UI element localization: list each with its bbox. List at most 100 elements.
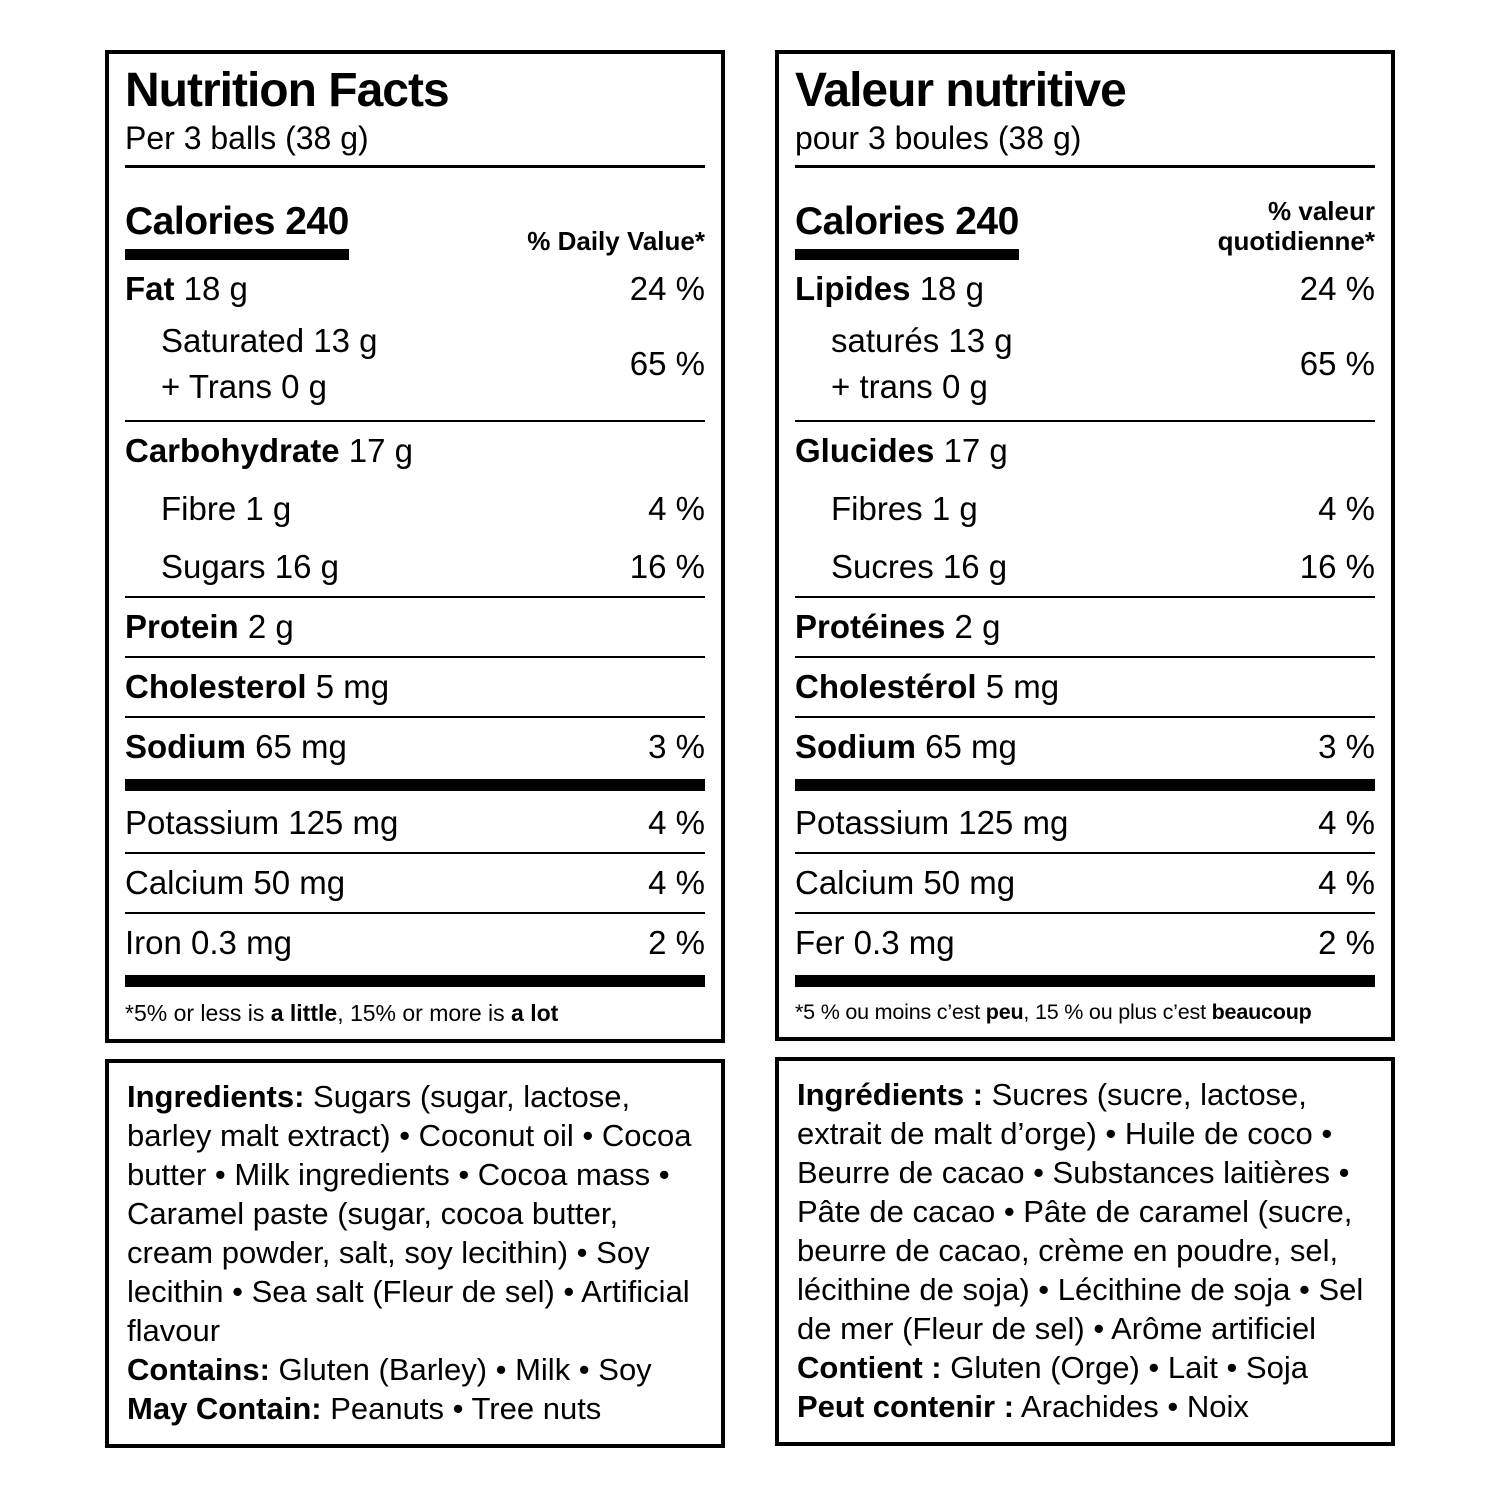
contains-text: Contient : Gluten (Orge) • Lait • Soja [797, 1350, 1308, 1386]
row-potassium: Potassium 125 mg 4 % [795, 794, 1375, 852]
thick-divider [125, 778, 705, 791]
nutrition-facts-panel-en: Nutrition Facts Per 3 balls (38 g) Calor… [105, 50, 725, 1043]
row-potassium: Potassium 125 mg 4 % [125, 794, 705, 852]
nutrition-facts-panel-fr: Valeur nutritive pour 3 boules (38 g) Ca… [775, 50, 1395, 1041]
daily-value: 4 % [648, 863, 705, 901]
row-iron: Iron 0.3 mg 2 % [125, 914, 705, 972]
divider [125, 851, 705, 854]
calories-underline [125, 248, 349, 260]
ingredients-box-en: Ingredients: Sugars (sugar, lactose, bar… [105, 1058, 725, 1449]
panel-title: Valeur nutritive [795, 64, 1127, 117]
nutrient-label: Sodium 65 mg [125, 727, 347, 765]
thick-divider [795, 778, 1375, 791]
nutrient-label: Lipides 18 g [795, 269, 984, 307]
calories-section: Calories 240 % valeur quotidienne* [795, 176, 1375, 260]
nutrient-label: Fat 18 g [125, 269, 248, 307]
row-calcium: Calcium 50 mg 4 % [125, 854, 705, 912]
row-fibre: Fibres 1 g 4 % [795, 480, 1375, 538]
daily-value: 3 % [648, 727, 705, 765]
column-english: Nutrition Facts Per 3 balls (38 g) Calor… [105, 50, 725, 1449]
daily-value: 2 % [1318, 923, 1375, 961]
divider [795, 595, 1375, 598]
divider [125, 715, 705, 718]
calories-label: Calories 240 [125, 200, 349, 260]
nutrient-label: Calcium 50 mg [125, 863, 346, 901]
row-iron: Fer 0.3 mg 2 % [795, 914, 1375, 972]
serving-size: pour 3 boules (38 g) [795, 119, 1082, 156]
thick-divider [125, 974, 705, 987]
nutrient-label: Sodium 65 mg [795, 727, 1017, 765]
calories-section: Calories 240 % Daily Value* [125, 176, 705, 260]
thick-divider [795, 974, 1375, 987]
nutrient-label: Fer 0.3 mg [795, 923, 955, 961]
nutrient-label: saturés 13 g + trans 0 g [831, 321, 1013, 405]
daily-value: 2 % [648, 923, 705, 961]
divider [125, 911, 705, 914]
row-cholesterol: Cholestérol 5 mg [795, 658, 1375, 716]
daily-value: 65 % [1299, 344, 1375, 382]
daily-value: 16 % [629, 547, 705, 585]
row-cholesterol: Cholesterol 5 mg [125, 658, 705, 716]
nutrient-label: Saturated 13 g + Trans 0 g [161, 321, 378, 405]
daily-value: 3 % [1318, 727, 1375, 765]
nutrient-label: Carbohydrate 17 g [125, 431, 413, 469]
daily-value: 4 % [1318, 803, 1375, 841]
row-saturated-trans: saturés 13 g + trans 0 g 65 % [795, 318, 1375, 420]
row-carbohydrate: Glucides 17 g [795, 422, 1375, 480]
nutrient-label: Potassium 125 mg [795, 803, 1069, 841]
daily-value: 24 % [629, 269, 705, 307]
nutrient-label: Protéines 2 g [795, 607, 1001, 645]
daily-value: 65 % [629, 344, 705, 382]
row-sodium: Sodium 65 mg 3 % [125, 718, 705, 776]
footnote: *5 % ou moins c’est peu, 15 % ou plus c’… [795, 999, 1312, 1024]
row-fat: Lipides 18 g 24 % [795, 260, 1375, 318]
daily-value-header: % valeur quotidienne* [1217, 195, 1375, 256]
divider [125, 164, 705, 168]
divider [795, 655, 1375, 658]
row-fibre: Fibre 1 g 4 % [125, 480, 705, 538]
daily-value: 4 % [648, 489, 705, 527]
divider [125, 419, 705, 422]
divider [795, 911, 1375, 914]
nutrient-label: Glucides 17 g [795, 431, 1008, 469]
daily-value: 24 % [1299, 269, 1375, 307]
row-fat: Fat 18 g 24 % [125, 260, 705, 318]
may-contain-text: Peut contenir : Arachides • Noix [797, 1389, 1249, 1425]
nutrient-label: Potassium 125 mg [125, 803, 399, 841]
nutrient-label: Cholestérol 5 mg [795, 667, 1060, 705]
column-french: Valeur nutritive pour 3 boules (38 g) Ca… [775, 50, 1395, 1448]
contains-text: Contains: Gluten (Barley) • Milk • Soy [127, 1352, 652, 1388]
daily-value-header: % Daily Value* [527, 225, 705, 256]
daily-value: 4 % [1318, 489, 1375, 527]
calories-label: Calories 240 [795, 200, 1019, 260]
divider [795, 419, 1375, 422]
row-saturated-trans: Saturated 13 g + Trans 0 g 65 % [125, 318, 705, 420]
row-calcium: Calcium 50 mg 4 % [795, 854, 1375, 912]
nutrient-label: Protein 2 g [125, 607, 294, 645]
divider [125, 595, 705, 598]
row-sodium: Sodium 65 mg 3 % [795, 718, 1375, 776]
panel-title: Nutrition Facts [125, 64, 450, 117]
daily-value: 16 % [1299, 547, 1375, 585]
ingredients-box-fr: Ingrédients : Sucres (sucre, lactose, ex… [775, 1056, 1395, 1447]
row-protein: Protein 2 g [125, 598, 705, 656]
divider [795, 851, 1375, 854]
daily-value: 4 % [648, 803, 705, 841]
label-container: Nutrition Facts Per 3 balls (38 g) Calor… [105, 50, 1395, 1449]
nutrient-label: Iron 0.3 mg [125, 923, 292, 961]
calories-underline [795, 248, 1019, 260]
row-protein: Protéines 2 g [795, 598, 1375, 656]
nutrient-label: Cholesterol 5 mg [125, 667, 390, 705]
row-carbohydrate: Carbohydrate 17 g [125, 422, 705, 480]
row-sugars: Sugars 16 g 16 % [125, 538, 705, 596]
nutrient-label: Calcium 50 mg [795, 863, 1016, 901]
nutrient-label: Sugars 16 g [161, 547, 339, 585]
ingredients-text: Ingredients: Sugars (sugar, lactose, bar… [127, 1078, 692, 1349]
nutrient-label: Fibres 1 g [831, 489, 978, 527]
row-sugars: Sucres 16 g 16 % [795, 538, 1375, 596]
divider [795, 715, 1375, 718]
ingredients-text: Ingrédients : Sucres (sucre, lactose, ex… [797, 1076, 1364, 1347]
serving-size: Per 3 balls (38 g) [125, 119, 369, 156]
nutrient-label: Sucres 16 g [831, 547, 1008, 585]
divider [795, 164, 1375, 168]
